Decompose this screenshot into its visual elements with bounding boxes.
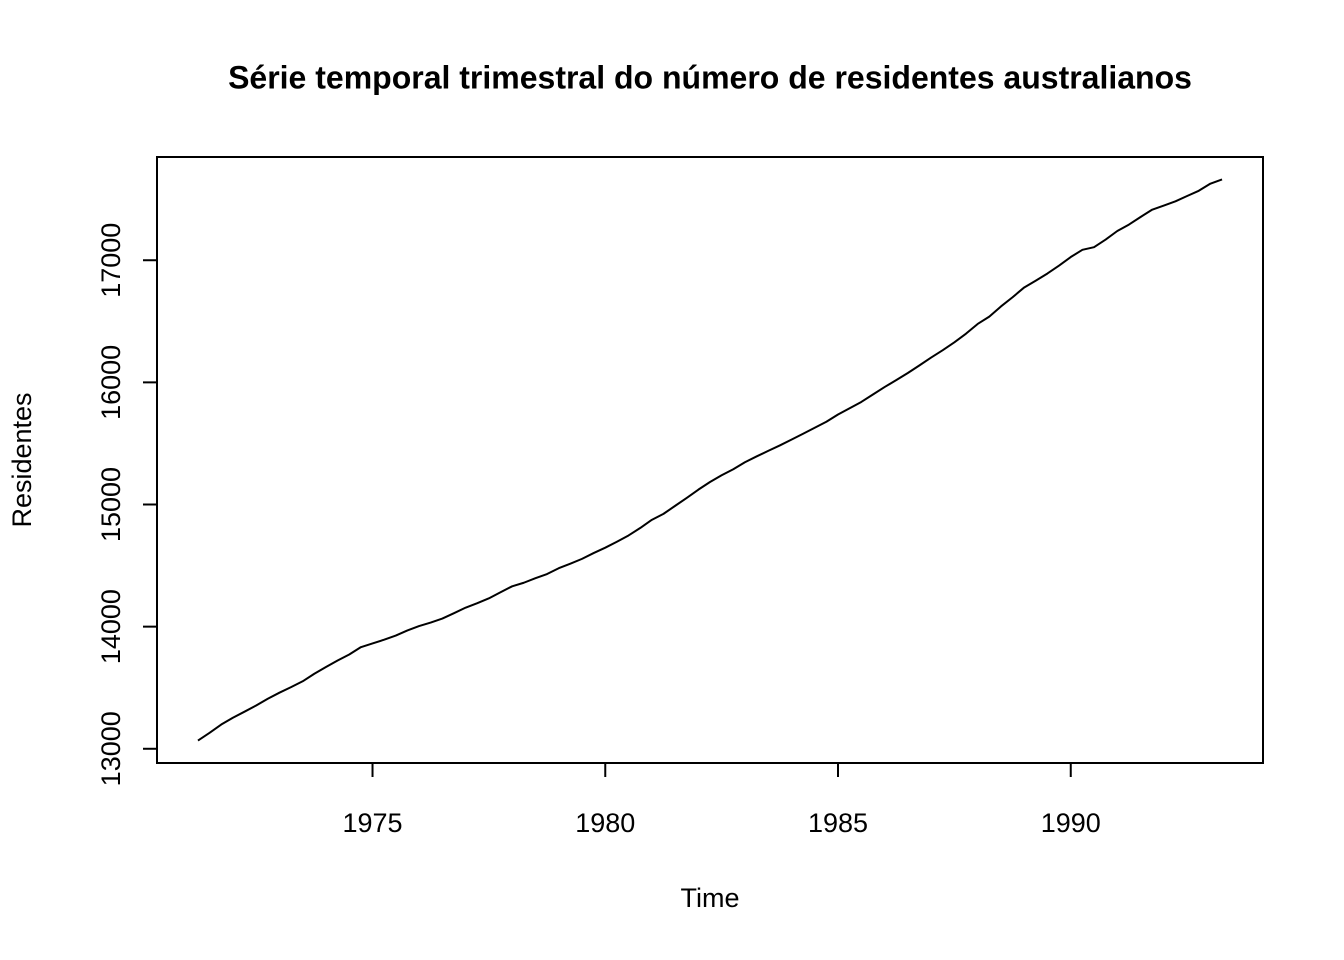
chart-title: Série temporal trimestral do número de r… xyxy=(228,59,1192,95)
plot-frame xyxy=(156,156,1264,764)
x-axis-title: Time xyxy=(681,883,740,913)
x-tick-label: 1980 xyxy=(575,808,635,838)
y-axis-title: Residentes xyxy=(7,392,37,527)
x-tick-label: 1975 xyxy=(342,808,402,838)
y-tick-label: 16000 xyxy=(96,345,126,420)
y-tick-label: 17000 xyxy=(96,223,126,298)
y-tick-label: 15000 xyxy=(96,467,126,542)
x-tick-label: 1990 xyxy=(1041,808,1101,838)
y-tick-label: 14000 xyxy=(96,589,126,664)
x-tick-label: 1985 xyxy=(808,808,868,838)
y-tick-label: 13000 xyxy=(96,711,126,786)
data-line xyxy=(197,178,1223,742)
